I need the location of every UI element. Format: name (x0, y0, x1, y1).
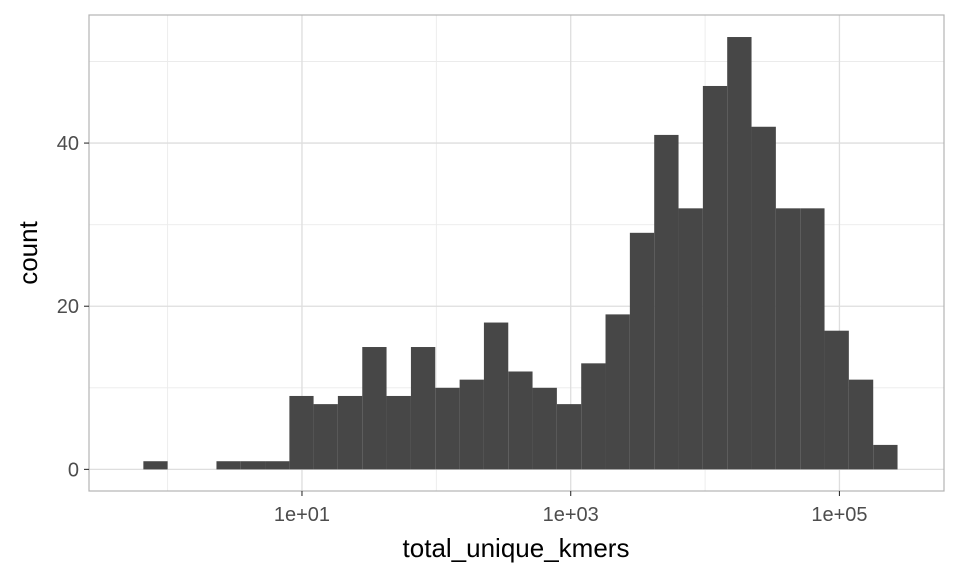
y-axis-title: count (13, 220, 43, 284)
histogram-bar (483, 322, 509, 470)
histogram-bars (143, 37, 898, 470)
histogram-bar (678, 208, 703, 470)
histogram-bar (265, 461, 290, 470)
histogram-bar (873, 444, 898, 470)
x-axis: 1e+01 1e+03 1e+05 (274, 491, 868, 526)
histogram-bar (143, 461, 168, 470)
histogram-bar (556, 404, 582, 470)
histogram-bar (605, 314, 630, 470)
y-axis: 0 20 40 (57, 133, 89, 481)
y-tick-label: 40 (57, 133, 79, 155)
histogram-bar (362, 347, 387, 470)
x-tick-label: 1e+03 (543, 504, 599, 526)
histogram-bar (581, 363, 606, 470)
histogram-bar (800, 208, 825, 470)
histogram-bar (410, 347, 436, 470)
histogram-bar (216, 461, 241, 470)
histogram-bar (727, 37, 752, 470)
histogram-bar (240, 461, 266, 470)
histogram-bar (508, 371, 533, 470)
histogram-bar (775, 208, 801, 470)
x-tick-label: 1e+05 (811, 504, 867, 526)
histogram-bar (459, 379, 484, 470)
histogram-bar (654, 134, 679, 470)
x-axis-title: total_unique_kmers (403, 533, 630, 563)
histogram-bar (289, 395, 314, 470)
histogram-bar (848, 379, 874, 470)
histogram-bar (386, 395, 411, 470)
panel-border (88, 14, 945, 492)
histogram-bar (751, 126, 776, 470)
histogram-bar (532, 387, 557, 470)
x-tick-label: 1e+01 (274, 504, 330, 526)
y-tick-label: 20 (57, 296, 79, 318)
histogram-bar (629, 232, 655, 470)
histogram-bar (824, 330, 849, 470)
histogram-bar (702, 85, 728, 470)
histogram-bar (435, 387, 460, 470)
histogram-bar (313, 404, 338, 470)
y-tick-label: 0 (68, 459, 79, 481)
histogram-bar (337, 395, 363, 470)
